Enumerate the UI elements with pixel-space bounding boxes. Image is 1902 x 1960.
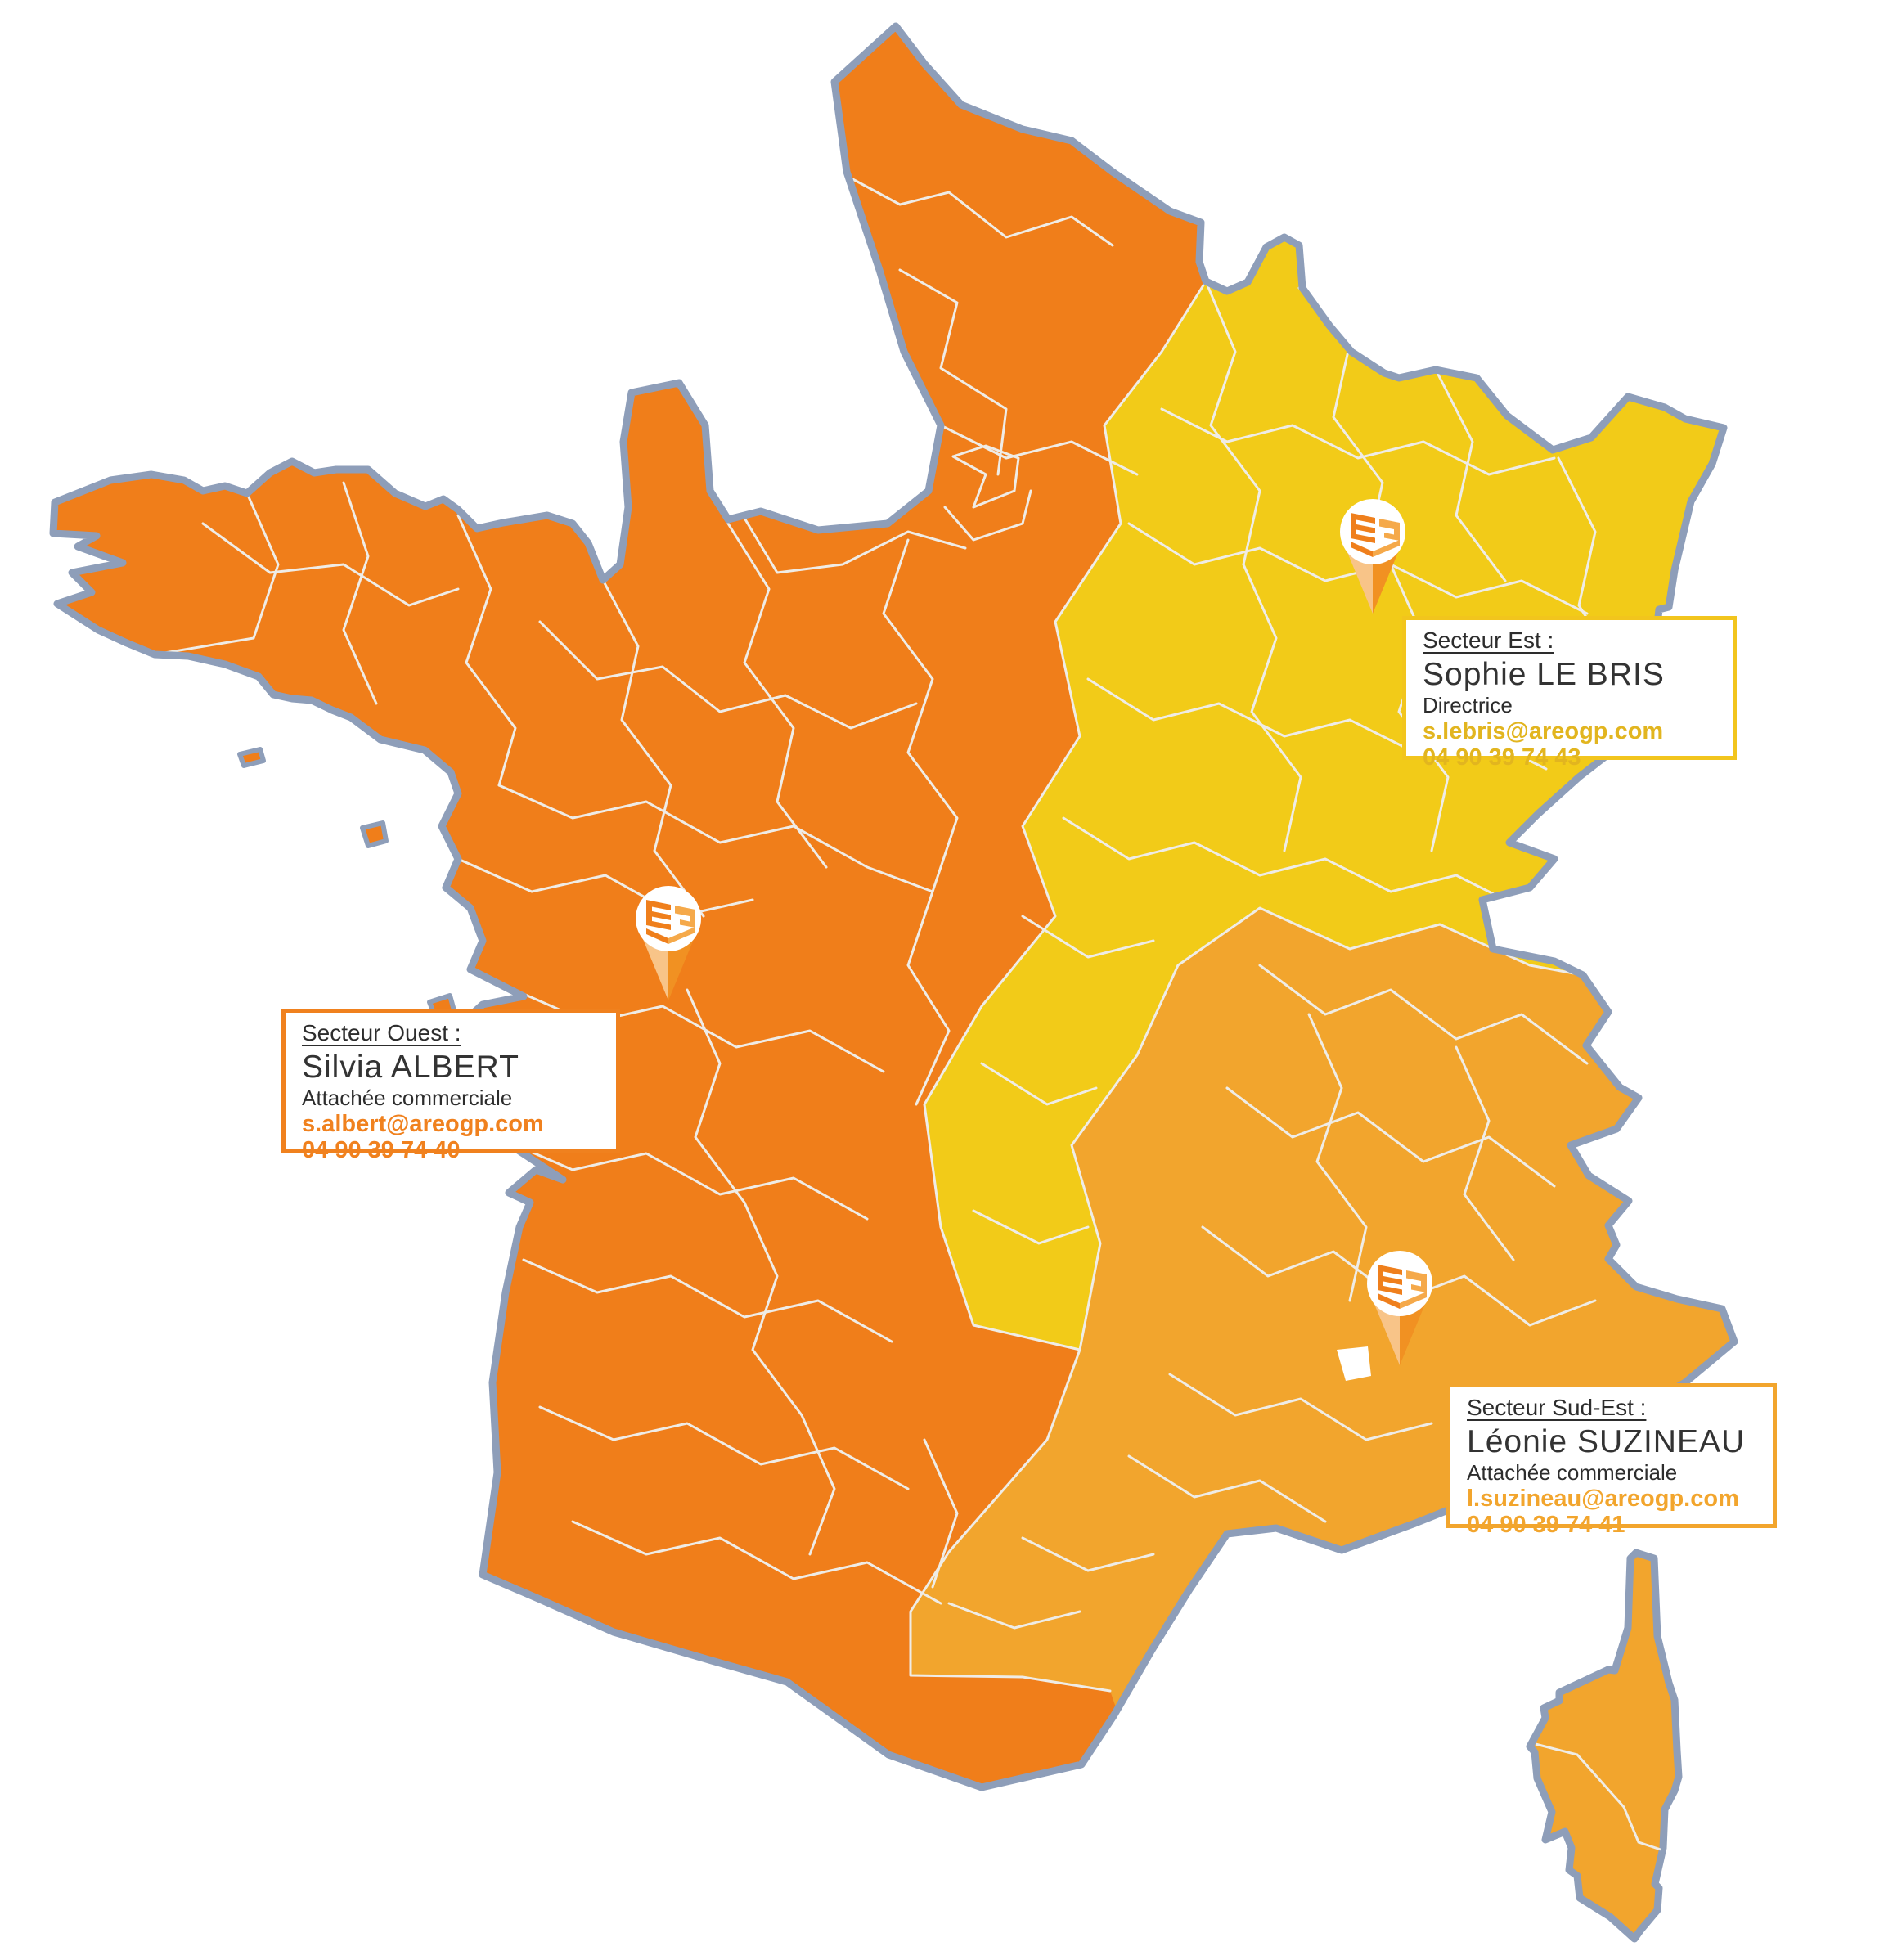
contact-role: Attachée commerciale <box>302 1086 513 1111</box>
lake <box>1337 1346 1371 1381</box>
contact-email[interactable]: s.albert@areogp.com <box>302 1111 544 1138</box>
sector-label: Secteur Ouest : <box>302 1020 461 1045</box>
sector-label: Secteur Sud-Est : <box>1467 1395 1647 1420</box>
contact-phone: 04 90 39 74 41 <box>1467 1511 1625 1538</box>
contact-card-secteur-sud-est: Secteur Sud-Est : Léonie SUZINEAU Attach… <box>1446 1383 1777 1538</box>
sector-label: Secteur Est : <box>1423 627 1554 653</box>
contact-name: Sophie LE BRIS <box>1423 657 1665 693</box>
department-borders <box>153 174 1621 1693</box>
contact-name: Léonie SUZINEAU <box>1467 1424 1746 1460</box>
contact-phone: 04 90 39 74 43 <box>1423 744 1581 771</box>
contact-name: Silvia ALBERT <box>302 1050 519 1086</box>
contact-role: Attachée commerciale <box>1467 1460 1678 1486</box>
contact-role: Directrice <box>1423 693 1513 718</box>
contact-card-secteur-est: Secteur Est : Sophie LE BRIS Directrice … <box>1402 616 1737 771</box>
contact-email[interactable]: l.suzineau@areogp.com <box>1467 1486 1739 1513</box>
contact-phone: 04 90 39 74 40 <box>302 1136 461 1163</box>
corsica <box>1526 1549 1683 1943</box>
coastline <box>49 22 1738 1791</box>
region-secteur-sud-est <box>911 908 1734 1710</box>
contact-card-secteur-ouest: Secteur Ouest : Silvia ALBERT Attachée c… <box>281 1009 620 1163</box>
contact-email[interactable]: s.lebris@areogp.com <box>1423 718 1664 745</box>
